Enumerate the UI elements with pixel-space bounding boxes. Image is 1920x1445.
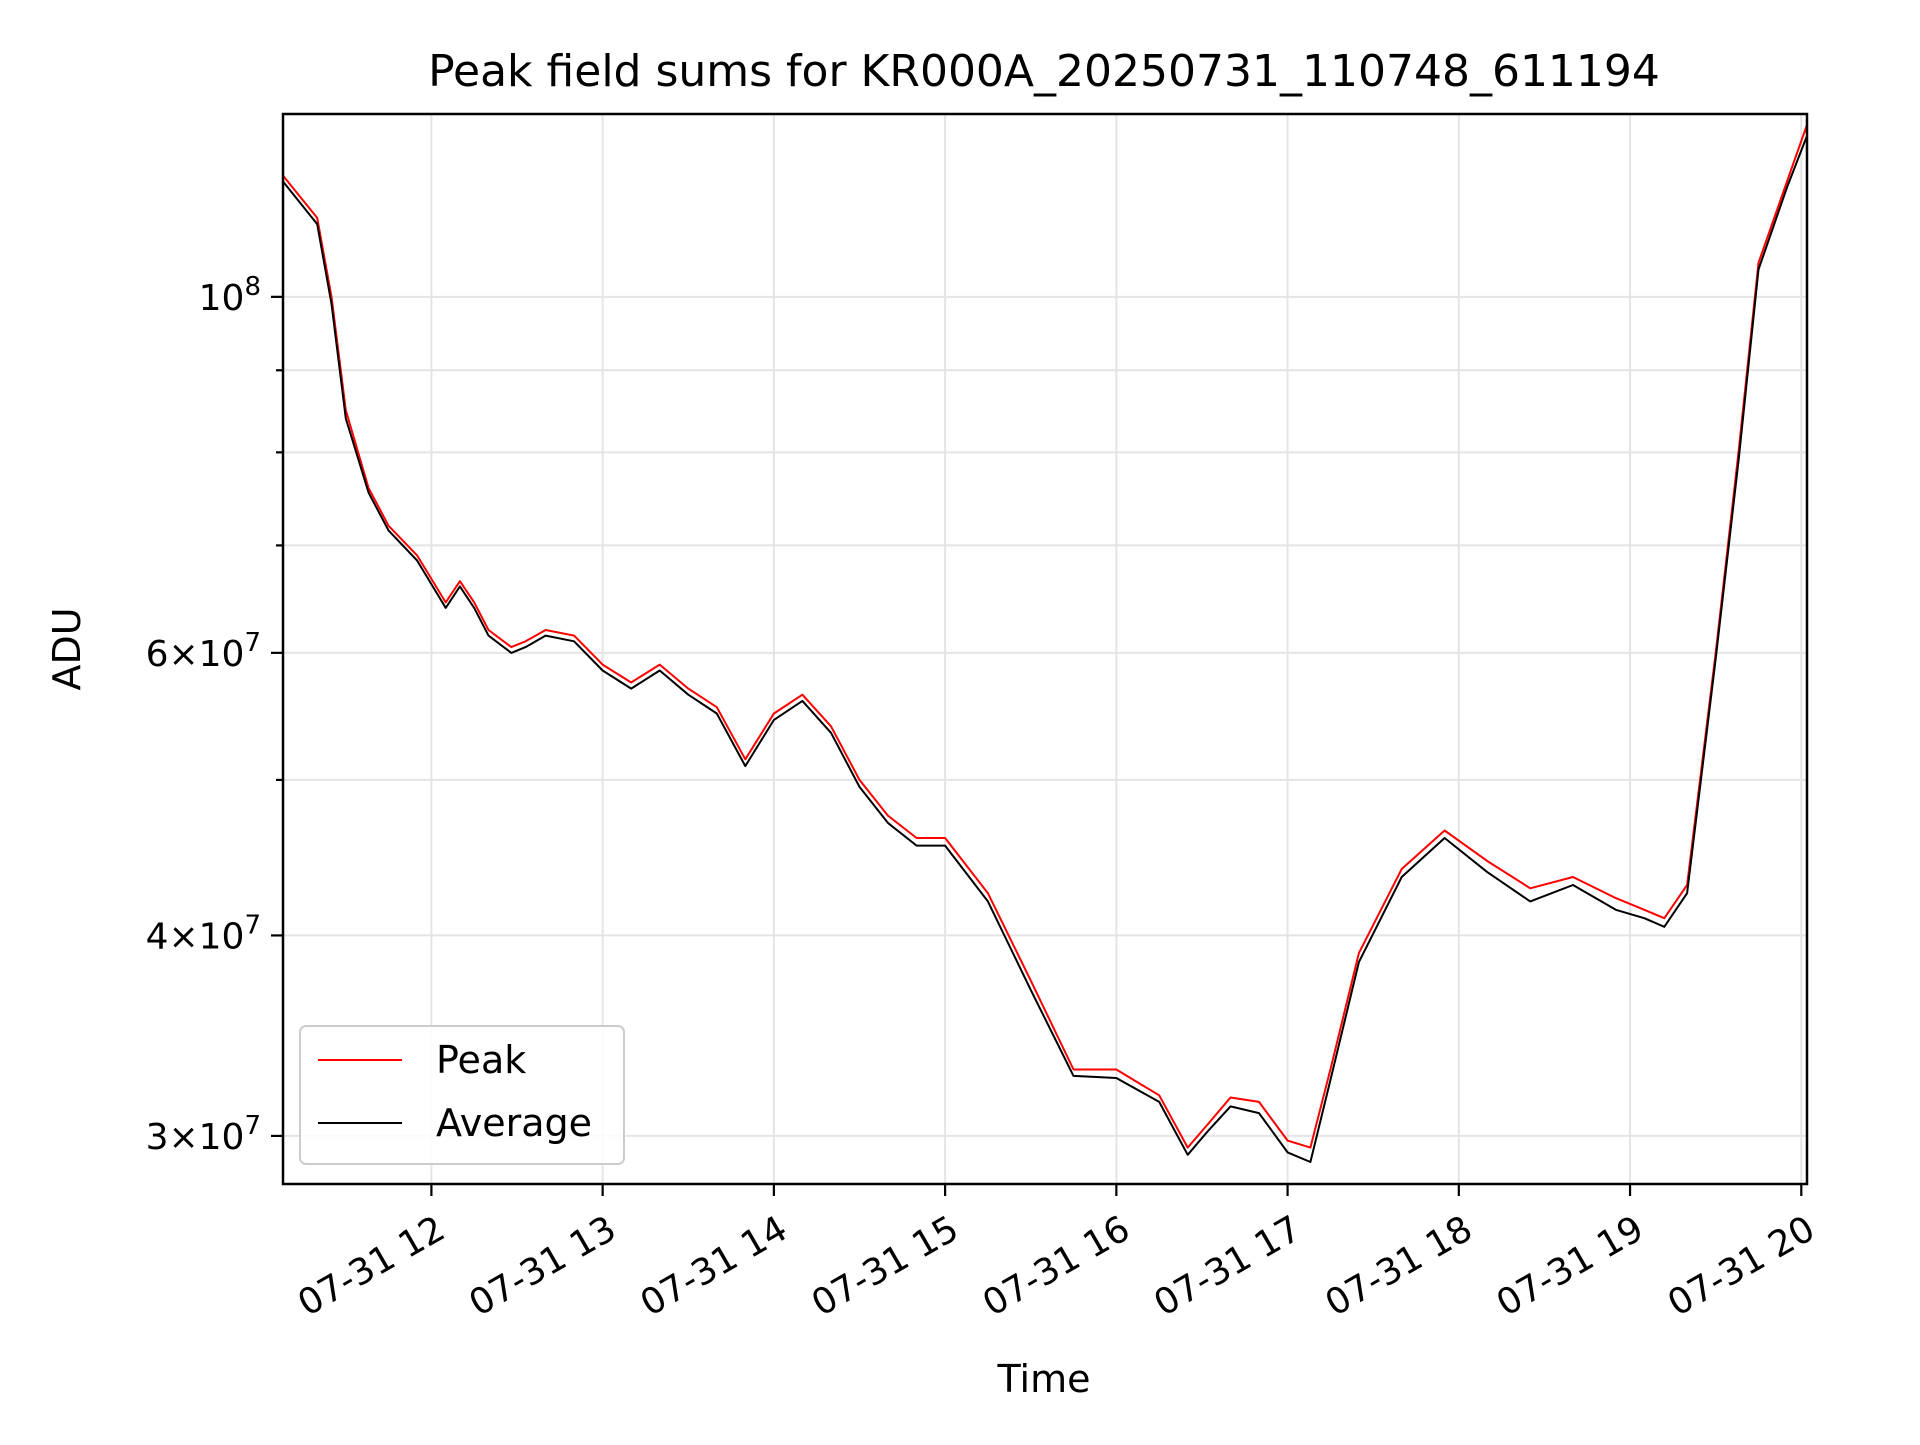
x-tick-label: 07-31 16 <box>976 1208 1137 1324</box>
y-tick-label: 4×107 <box>146 910 261 957</box>
legend: Peak Average <box>299 1025 625 1165</box>
legend-label-average: Average <box>436 1101 592 1145</box>
y-tick-label: 108 <box>199 272 261 319</box>
y-axis-label: ADU <box>45 607 89 690</box>
y-axis-ticks: 108 6×107 4×107 3×107 <box>146 272 283 1158</box>
x-tick-label: 07-31 14 <box>634 1208 795 1324</box>
x-tick-label: 07-31 18 <box>1319 1208 1480 1324</box>
y-tick-label: 6×107 <box>146 628 261 675</box>
plot-area-frame <box>281 112 1809 1186</box>
x-tick-label: 07-31 12 <box>291 1208 452 1324</box>
x-tick-label: 07-31 19 <box>1490 1208 1651 1324</box>
x-tick-label: 07-31 15 <box>805 1208 966 1324</box>
chart-title: Peak field sums for KR000A_20250731_1107… <box>428 46 1660 97</box>
x-tick-label: 07-31 13 <box>462 1208 623 1324</box>
x-tick-label: 07-31 17 <box>1147 1208 1308 1324</box>
series-line-peak <box>282 124 1808 1149</box>
grid <box>283 114 1807 1184</box>
x-axis-ticks: 07-31 12 07-31 13 07-31 14 07-31 15 07-31 16… <box>291 1184 1822 1325</box>
y-tick-label: 3×107 <box>146 1111 261 1158</box>
x-axis-label: Time <box>997 1357 1091 1401</box>
series-group <box>282 124 1808 1163</box>
x-tick-label: 07-31 20 <box>1661 1208 1822 1324</box>
legend-label-peak: Peak <box>436 1038 526 1082</box>
series-line-average <box>282 135 1808 1163</box>
